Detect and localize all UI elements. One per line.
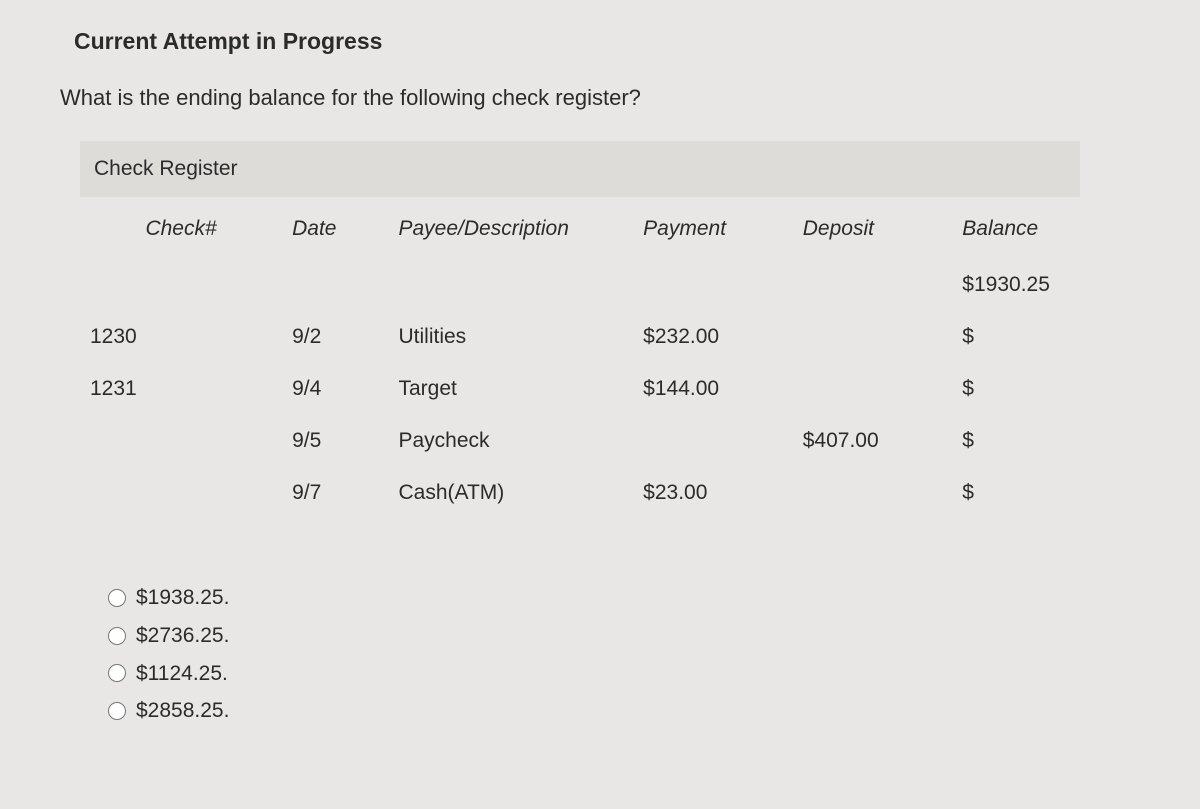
col-balance: Balance xyxy=(952,197,1080,259)
attempt-heading: Current Attempt in Progress xyxy=(74,28,1140,55)
col-deposit: Deposit xyxy=(793,197,953,259)
cell-balance: $ xyxy=(952,467,1080,519)
cell-payment: $23.00 xyxy=(633,467,793,519)
cell-balance: $ xyxy=(952,415,1080,467)
answer-label: $1938.25. xyxy=(136,579,229,617)
register-row: 1230 9/2 Utilities $232.00 $ xyxy=(80,311,1080,363)
answer-option[interactable]: $2858.25. xyxy=(108,692,1140,730)
cell-date: 9/2 xyxy=(282,311,388,363)
answer-option[interactable]: $1938.25. xyxy=(108,579,1140,617)
cell-deposit xyxy=(793,311,953,363)
cell-date: 9/5 xyxy=(282,415,388,467)
cell-desc: Cash(ATM) xyxy=(389,467,634,519)
answer-radio[interactable] xyxy=(108,589,126,607)
col-date: Date xyxy=(282,197,388,259)
answer-label: $1124.25. xyxy=(136,655,228,693)
cell-payment: $232.00 xyxy=(633,311,793,363)
answer-radio[interactable] xyxy=(108,702,126,720)
answer-radio[interactable] xyxy=(108,664,126,682)
cell-balance: $ xyxy=(952,311,1080,363)
cell-payment xyxy=(633,415,793,467)
cell-deposit xyxy=(793,363,953,415)
cell-date: 9/7 xyxy=(282,467,388,519)
starting-balance-row: $1930.25 xyxy=(80,259,1080,311)
cell-desc: Target xyxy=(389,363,634,415)
cell-check xyxy=(80,467,282,519)
register-row: 9/5 Paycheck $407.00 $ xyxy=(80,415,1080,467)
answer-label: $2858.25. xyxy=(136,692,229,730)
cell-check: 1230 xyxy=(80,311,282,363)
answer-label: $2736.25. xyxy=(136,617,229,655)
answer-option[interactable]: $2736.25. xyxy=(108,617,1140,655)
col-desc: Payee/Description xyxy=(389,197,634,259)
cell-desc: Utilities xyxy=(389,311,634,363)
cell-deposit: $407.00 xyxy=(793,415,953,467)
cell-deposit xyxy=(793,467,953,519)
cell-date: 9/4 xyxy=(282,363,388,415)
register-row: 1231 9/4 Target $144.00 $ xyxy=(80,363,1080,415)
question-text: What is the ending balance for the follo… xyxy=(60,85,1140,111)
cell-desc: Paycheck xyxy=(389,415,634,467)
check-register-table: Check Register Check# Date Payee/Descrip… xyxy=(80,141,1140,519)
answer-option[interactable]: $1124.25. xyxy=(108,655,1140,693)
col-check: Check# xyxy=(80,197,282,259)
answer-options: $1938.25. $2736.25. $1124.25. $2858.25. xyxy=(108,579,1140,730)
cell-check xyxy=(80,415,282,467)
register-title: Check Register xyxy=(80,141,1080,197)
answer-radio[interactable] xyxy=(108,627,126,645)
cell-payment: $144.00 xyxy=(633,363,793,415)
col-payment: Payment xyxy=(633,197,793,259)
starting-balance: $1930.25 xyxy=(952,259,1080,311)
cell-balance: $ xyxy=(952,363,1080,415)
register-row: 9/7 Cash(ATM) $23.00 $ xyxy=(80,467,1080,519)
cell-check: 1231 xyxy=(80,363,282,415)
